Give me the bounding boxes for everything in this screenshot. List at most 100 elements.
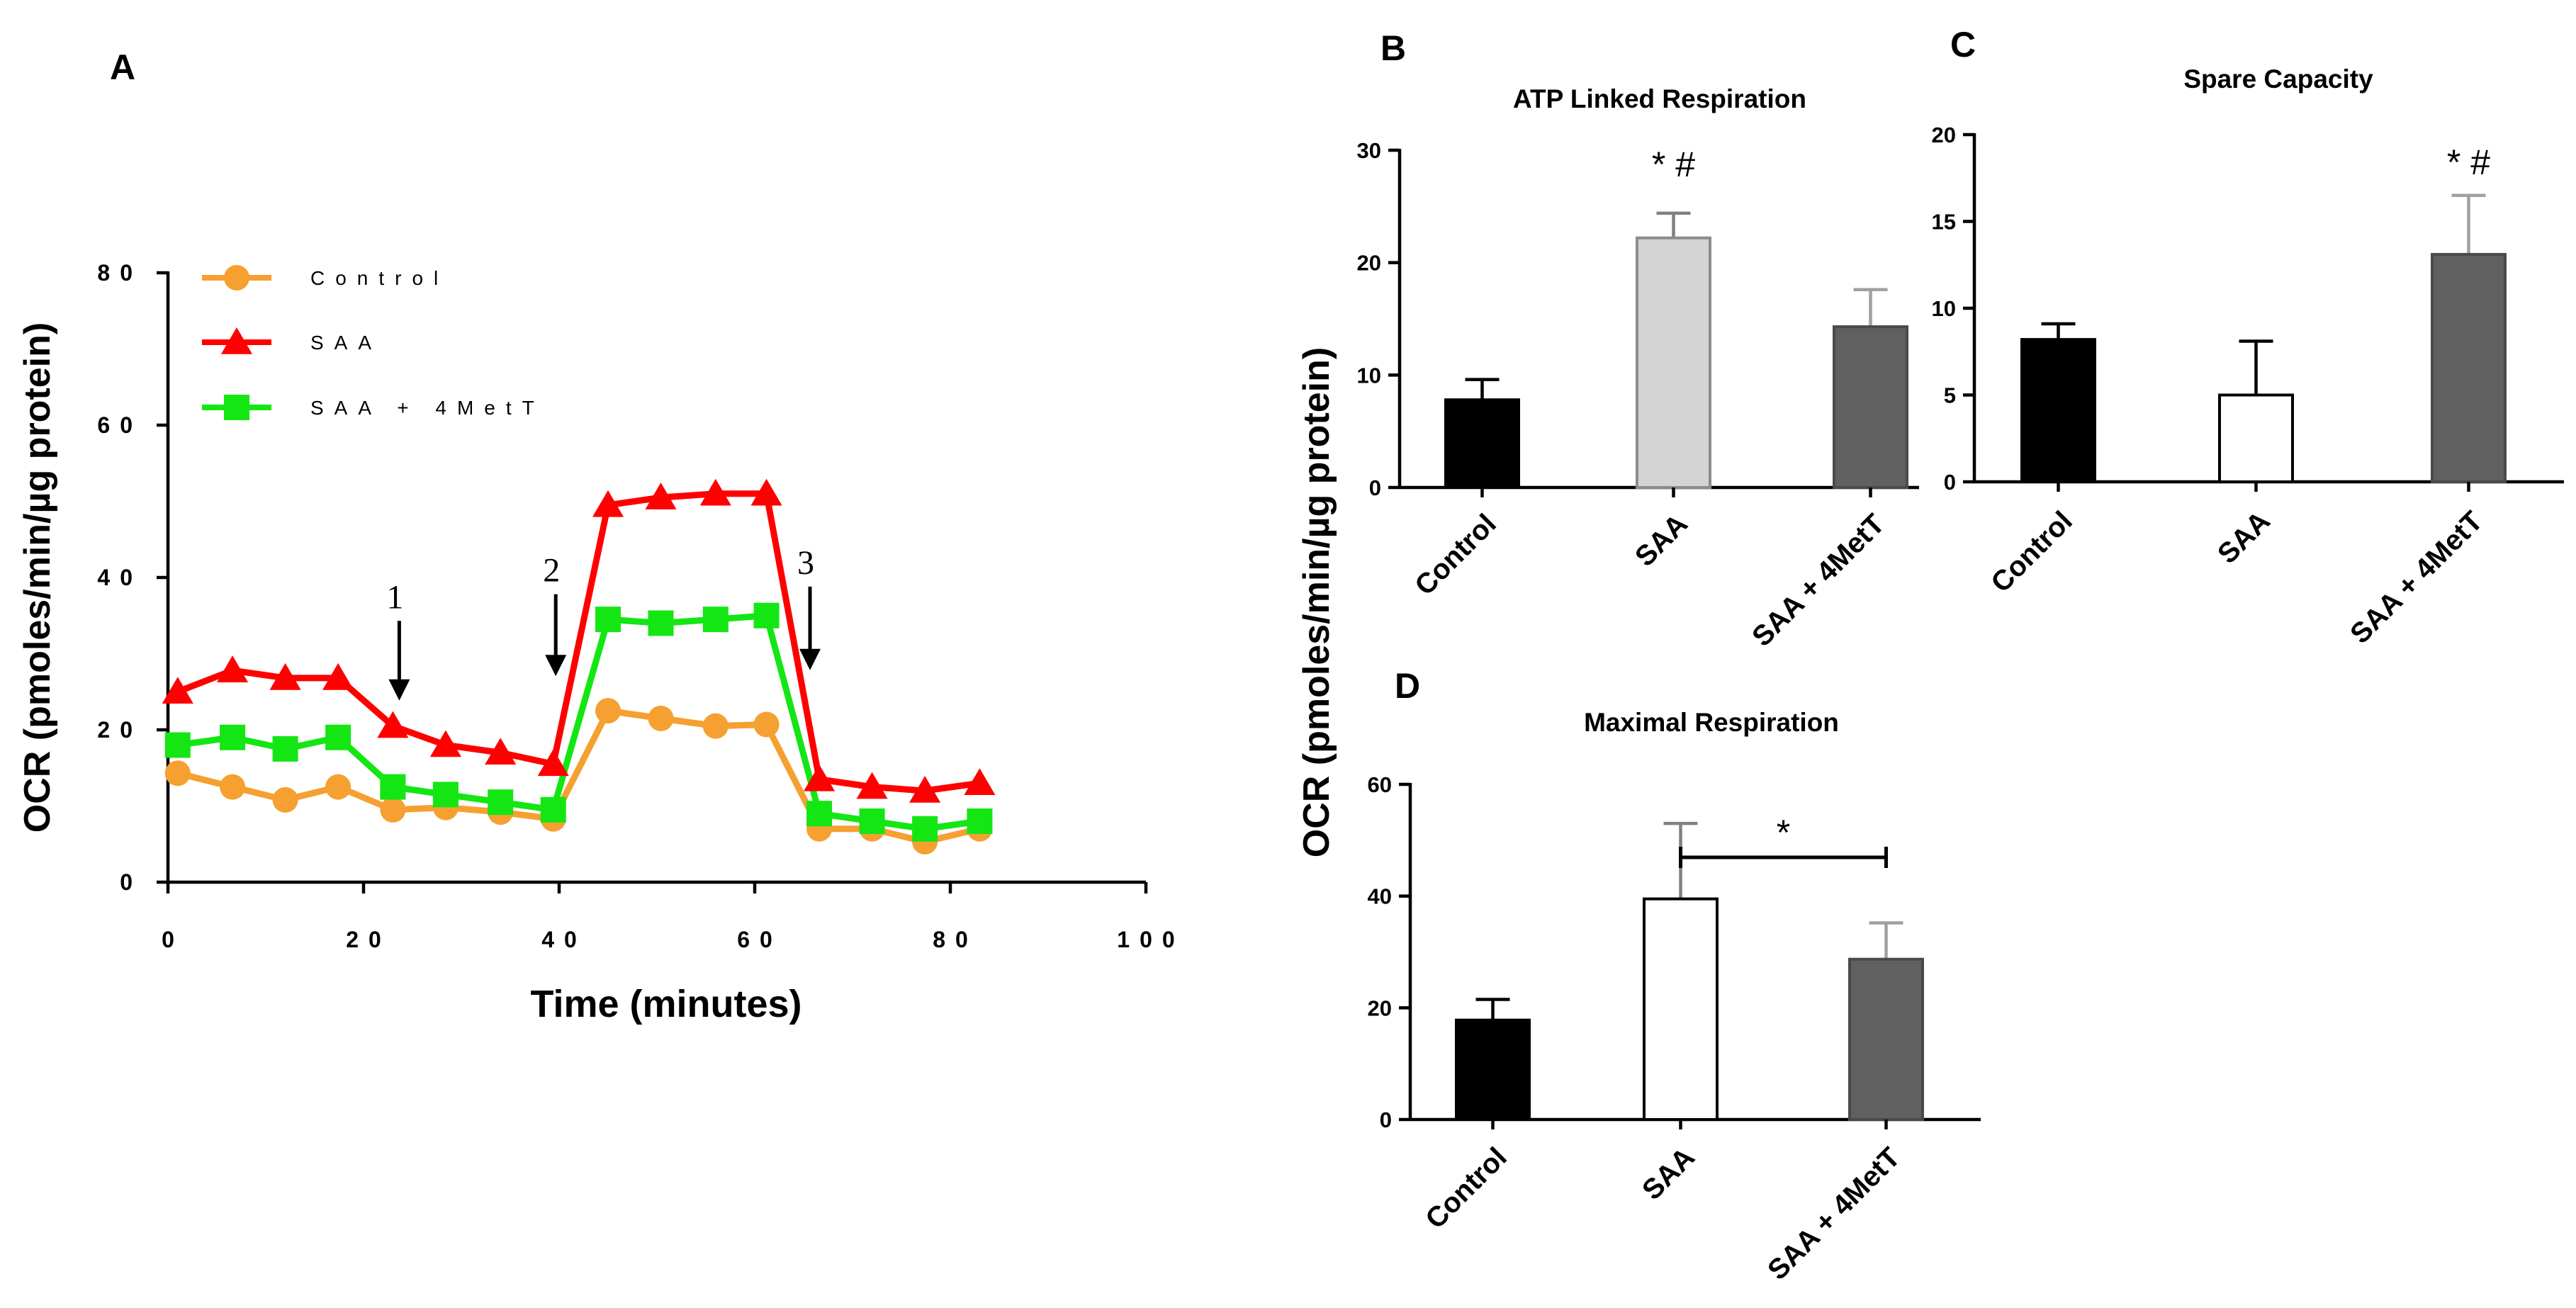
panel-a-data-point [595,698,621,724]
panel-a-data-point [220,774,246,800]
legend-label: SAA [310,332,382,354]
panel-letter-b: B [1380,28,1406,68]
panel-a-data-point [699,478,731,506]
panel-a-series-line [176,707,981,845]
panel-a-data-point [322,663,354,690]
panel-a-data-point [753,602,780,628]
panel-d-category-label: SAA + 4MetT [1762,1141,1906,1286]
panel-a-ytick-label: 20 [97,717,142,743]
panel-a-xtick-label: 80 [933,927,978,952]
panel-a-data-point [432,782,459,808]
panel-a-data-point [220,724,246,750]
panel-b-bar [1444,398,1520,489]
panel-c-ytick-label: 20 [1932,123,1956,147]
panel-c-bar-chart: Spare Capacity 0 5 10 15 20 Control SAA SAA + 4M… [1932,64,2564,650]
panel-d-bar [1848,957,1924,1121]
panel-letter-a: A [110,47,135,87]
panel-a-data-point [269,663,301,690]
panel-a-data-point [325,774,351,800]
injection-label-3: 3 [797,544,814,582]
panel-a-data-point [859,808,885,834]
panel-a-ytick-label: 80 [97,260,142,286]
panel-d-ytick-label: 60 [1368,772,1392,797]
panel-a-series-line [177,612,981,833]
injection-label-2: 2 [543,552,560,590]
panel-d-bar-chart: Maximal Respiration 0 20 40 60 Control SAA SAA … [1368,708,1981,1286]
panel-a-xtick-label: 0 [162,927,184,952]
panel-a-data-point [162,677,193,704]
panel-a-ytick-label: 60 [97,412,142,438]
panel-c-category-label: SAA [2212,505,2276,570]
panel-a-series-line [176,490,981,794]
panel-a-data-point [164,760,191,787]
legend-label: Control [310,267,449,289]
panel-b-bar [1636,236,1711,489]
legend-item-saa: SAA [202,327,382,354]
panel-a-data-point [488,789,514,816]
panel-letter-d: D [1395,666,1420,706]
panel-c-ytick-label: 5 [1944,383,1956,408]
panel-a-data-point [645,483,677,509]
panel-c-ytick-label: 15 [1932,210,1956,235]
injection-arrow-head [799,648,821,670]
panel-c-category-label: Control [1985,505,2079,599]
panel-a-data-point [648,705,674,731]
panel-a-data-point [912,816,938,842]
panel-d-category-label: Control [1419,1141,1513,1235]
panel-a-data-point [592,490,624,517]
panel-a-ylabel: OCR (pmoles/min/µg protein) [17,322,58,833]
panel-d-ytick-label: 20 [1368,996,1392,1020]
panel-b-significance-label: * # [1652,145,1695,184]
panel-d-category-label: SAA [1636,1141,1701,1206]
legend-swatch-marker [224,395,249,420]
panel-c-significance-label: * # [2447,142,2490,182]
panel-d-bar [1643,897,1719,1121]
panel-a-data-point [537,749,569,777]
panel-a-data-point [702,607,729,633]
injection-arrow-2: 2 [543,552,567,677]
legend-swatch-marker [220,327,253,354]
panel-a-data-point [750,478,782,506]
panel-a-data-point [380,774,406,800]
panel-a-data-point [967,808,993,834]
panel-b-title: ATP Linked Respiration [1513,84,1806,113]
injection-arrow-3: 3 [797,544,821,670]
panel-d-bar [1455,1018,1531,1121]
panel-c-ytick-label: 10 [1932,296,1956,321]
injection-arrow-head [545,655,567,677]
panel-a-data-point [595,607,621,633]
bar-panels-ylabel: OCR (pmoles/min/µg protein) [1296,347,1337,857]
panel-a-data-point [753,711,780,738]
panel-b-ytick-label: 20 [1357,251,1381,276]
panel-c-ytick-label: 0 [1944,470,1956,495]
panel-d-title: Maximal Respiration [1584,708,1839,737]
panel-a-xlabel: Time (minutes) [530,983,802,1025]
panel-d-ytick-label: 40 [1368,884,1392,909]
panel-c-bar [2431,253,2507,483]
panel-letter-c: C [1950,25,1976,64]
panel-a-data-point [380,796,406,823]
panel-a-xtick-label: 100 [1117,927,1184,952]
panel-a-data-point [804,764,836,791]
panel-a-ytick-label: 0 [120,869,142,895]
panel-a-series-saa [162,478,996,803]
panel-b-ytick-label: 10 [1357,363,1381,388]
panel-b-bar-chart: ATP Linked Respiration 0 10 20 30 Control SAA S… [1357,84,1919,653]
panel-a-data-point [164,732,191,758]
legend-item-saa-4mett: SAA + 4MetT [202,395,534,420]
panel-a-data-point [272,787,298,813]
panel-a-data-point [272,735,298,762]
panel-d-significance-label: * [1777,813,1790,852]
panel-a-data-point [909,776,941,803]
panel-a-data-point [856,772,888,799]
panel-c-bar [2020,338,2096,483]
panel-b-ytick-label: 30 [1357,138,1381,163]
panel-a-ytick-label: 40 [97,565,142,590]
panel-d-significance-bracket: * [1679,813,1888,868]
panel-a-data-point [325,724,351,750]
panel-b-category-label: Control [1409,508,1502,602]
panel-a-xtick-label: 40 [541,927,587,952]
panel-a-data-point [377,711,409,738]
panel-c-category-label: SAA + 4MetT [2344,505,2489,650]
